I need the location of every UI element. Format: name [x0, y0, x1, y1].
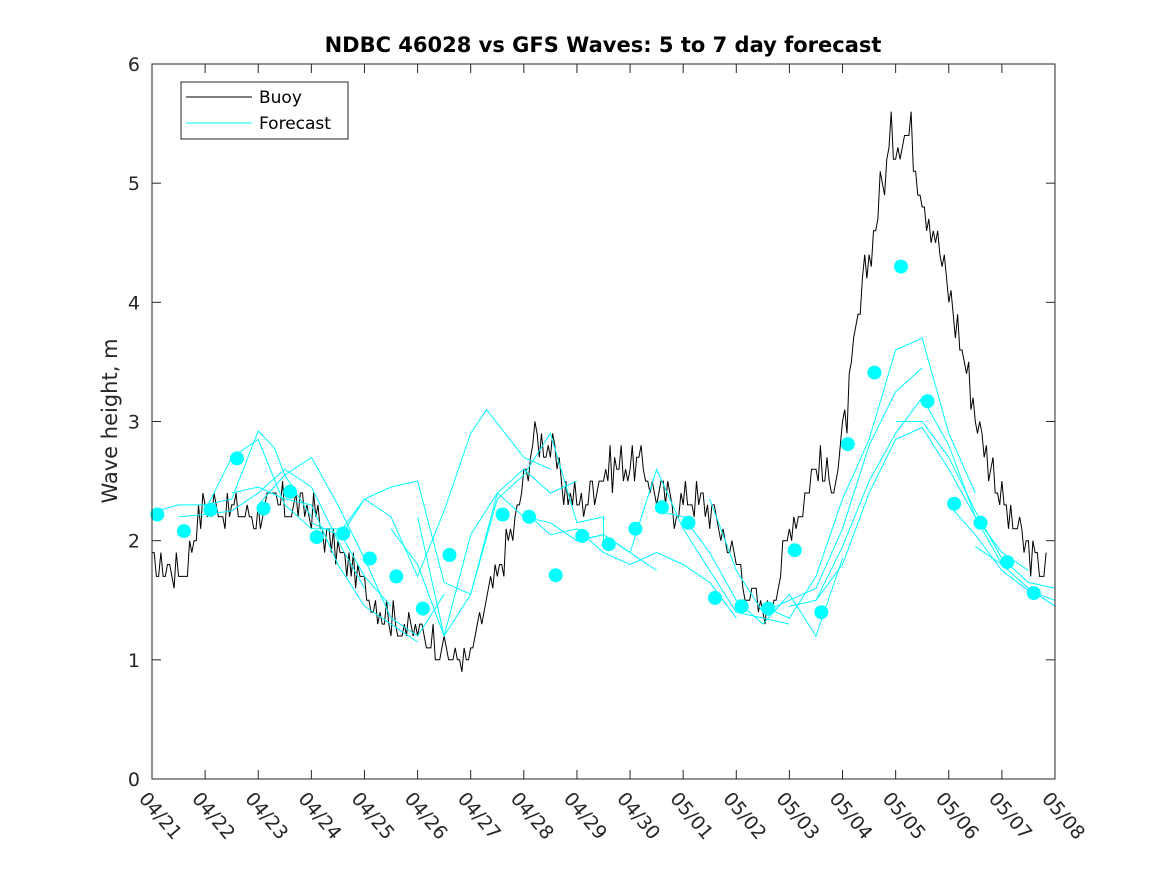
forecast-marker-7 [336, 526, 351, 541]
forecast-marker-18 [654, 500, 669, 515]
y-tick-label: 0 [128, 769, 140, 791]
forecast-marker-29 [947, 496, 962, 511]
forecast-marker-26 [867, 365, 882, 380]
forecast-marker-12 [495, 507, 510, 522]
forecast-run-line-9 [523, 510, 737, 619]
forecast-marker-13 [522, 509, 537, 524]
forecast-run-line-5 [311, 408, 551, 578]
y-tick-label: 2 [128, 531, 140, 553]
forecast-marker-30 [973, 515, 988, 530]
forecast-marker-5 [283, 484, 298, 499]
forecast-marker-2 [203, 502, 218, 517]
y-tick-label: 5 [128, 173, 140, 195]
forecast-run-line-15 [815, 426, 1029, 601]
forecast-marker-28 [920, 394, 935, 409]
forecast-marker-1 [176, 524, 191, 539]
forecast-marker-27 [894, 259, 908, 274]
forecast-marker-3 [230, 451, 244, 466]
chart-title: NDBC 46028 vs GFS Waves: 5 to 7 day fore… [325, 33, 882, 57]
y-axis-label: Wave height, m [98, 338, 122, 503]
forecast-marker-25 [840, 437, 855, 452]
forecast-marker-0 [150, 507, 165, 522]
forecast-marker-16 [601, 537, 616, 552]
forecast-run-line-4 [257, 456, 445, 637]
y-tick-label: 1 [128, 650, 140, 672]
forecast-run-line-18 [975, 546, 1056, 607]
forecast-marker-6 [309, 530, 324, 545]
y-tick-label: 6 [128, 54, 140, 76]
plot-area [150, 111, 1056, 672]
forecast-marker-10 [415, 601, 430, 616]
legend: Buoy Forecast [180, 81, 349, 140]
forecast-run-line-7 [390, 432, 604, 638]
forecast-marker-21 [734, 599, 749, 614]
forecast-run-line-3 [231, 486, 418, 643]
forecast-marker-31 [1000, 555, 1015, 570]
forecast-marker-19 [681, 515, 696, 530]
forecast-run-line-6 [337, 468, 578, 595]
y-tick-label: 3 [128, 412, 140, 434]
forecast-marker-14 [548, 568, 563, 583]
buoy-series-line [152, 111, 1047, 672]
forecast-marker-15 [575, 528, 590, 543]
forecast-marker-24 [814, 605, 829, 620]
legend-buoy-label: Buoy [259, 88, 302, 108]
forecast-marker-11 [442, 548, 457, 562]
forecast-marker-8 [362, 551, 377, 566]
forecast-marker-22 [761, 601, 776, 616]
legend-box [180, 81, 349, 140]
legend-forecast-label: Forecast [259, 114, 331, 134]
forecast-run-line-16 [895, 421, 1056, 589]
forecast-marker-17 [628, 521, 643, 536]
forecast-marker-20 [708, 590, 722, 605]
forecast-marker-4 [256, 501, 271, 516]
forecast-run-line-12 [709, 367, 923, 613]
forecast-marker-9 [389, 569, 404, 584]
forecast-marker-32 [1026, 586, 1041, 601]
y-tick-label: 4 [128, 292, 140, 314]
forecast-marker-23 [787, 543, 802, 558]
